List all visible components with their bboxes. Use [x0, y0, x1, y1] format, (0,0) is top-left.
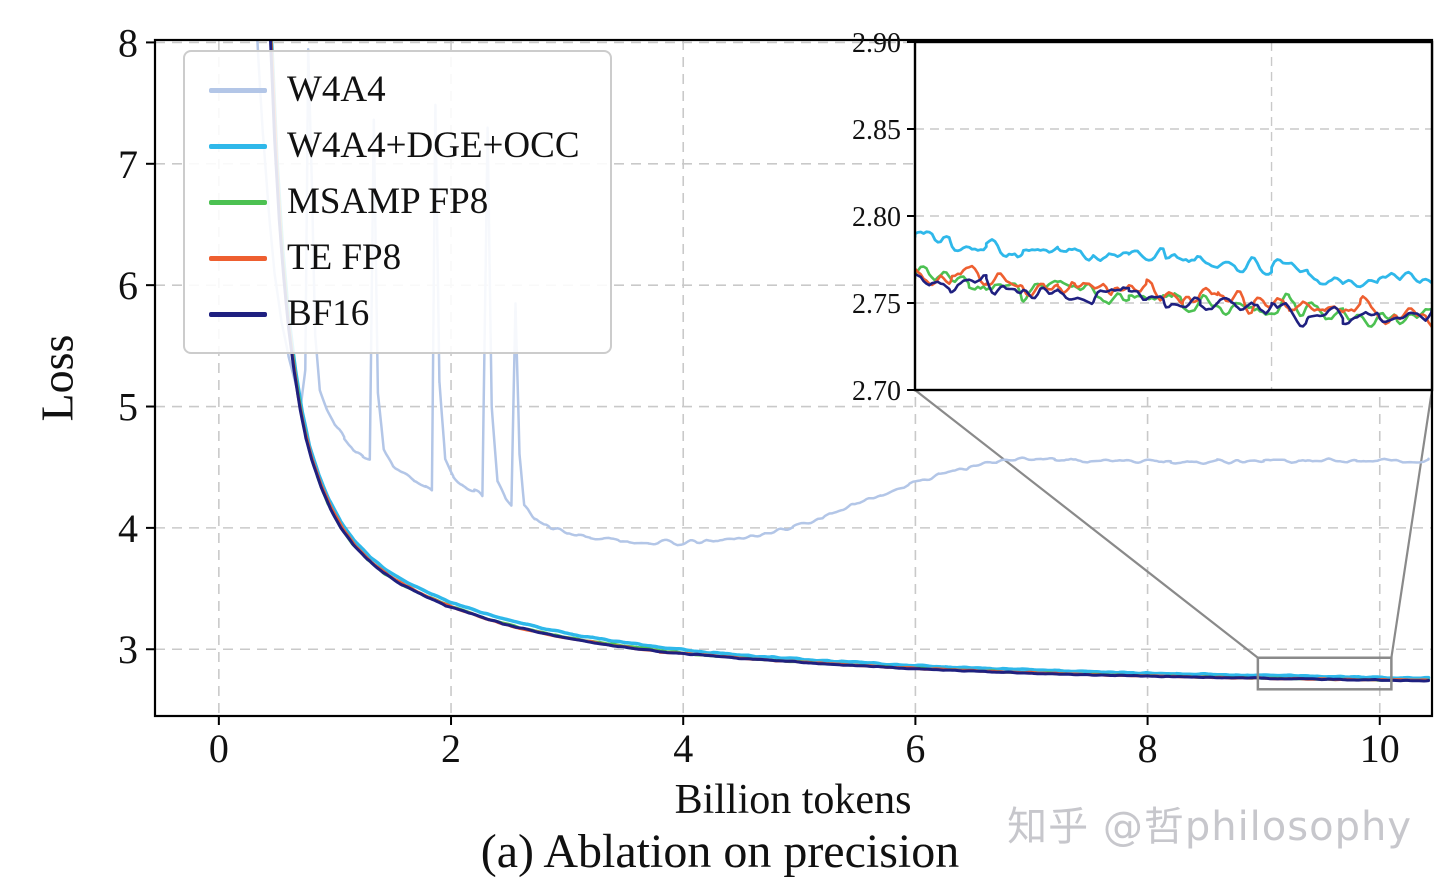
legend-label: W4A4+DGE+OCC [287, 125, 580, 166]
chart-legend: W4A4 W4A4+DGE+OCC MSAMP FP8 TE FP8 BF16 [183, 50, 612, 354]
legend-label: TE FP8 [287, 237, 402, 278]
svg-text:5: 5 [118, 385, 138, 430]
svg-text:0: 0 [209, 726, 229, 771]
svg-text:8: 8 [118, 20, 138, 65]
main-ticks [146, 41, 1381, 725]
main-series [256, 40, 1431, 683]
inset-series [915, 230, 1432, 329]
legend-line-swatch-icon [209, 87, 267, 93]
svg-text:2.70: 2.70 [852, 376, 901, 407]
legend-line-swatch-icon [209, 199, 267, 205]
svg-text:2: 2 [441, 726, 461, 771]
legend-item: BF16 [209, 292, 580, 336]
legend-line-swatch-icon [209, 311, 267, 317]
legend-label: W4A4 [287, 69, 386, 110]
legend-line-swatch-icon [209, 255, 267, 261]
inset-line-bf16 [915, 272, 1432, 328]
legend-line-swatch-icon [209, 143, 267, 149]
inset-line-w4a4-dge-occ [915, 230, 1432, 289]
legend-item: W4A4 [209, 68, 580, 112]
inset-tick-labels: 2.70 2.75 2.80 2.85 2.90 [852, 28, 901, 407]
series-line-w4a4-dge-occ [269, 40, 1431, 681]
svg-text:2.90: 2.90 [852, 28, 901, 59]
y-axis-label: Loss [31, 334, 83, 422]
main-tick-labels: 0 2 4 6 8 10 3 4 5 6 7 8 [118, 20, 1400, 771]
svg-text:6: 6 [118, 263, 138, 308]
legend-item: W4A4+DGE+OCC [209, 124, 580, 168]
series-line-w4a4 [256, 40, 1430, 547]
legend-label: MSAMP FP8 [287, 181, 489, 222]
legend-label: BF16 [287, 293, 370, 334]
svg-text:2.80: 2.80 [852, 202, 901, 233]
svg-text:8: 8 [1138, 726, 1158, 771]
legend-item: TE FP8 [209, 236, 580, 280]
watermark-text: 知乎 @哲philosophy [1007, 804, 1412, 850]
svg-text:3: 3 [118, 627, 138, 672]
svg-text:7: 7 [118, 142, 138, 187]
series-line-bf16 [268, 40, 1430, 683]
svg-text:6: 6 [905, 726, 925, 771]
inset-line-msamp-fp8 [915, 265, 1432, 328]
svg-text:2.75: 2.75 [852, 289, 901, 320]
zoom-connector-lines [914, 389, 1434, 659]
zoom-region-box [1256, 656, 1393, 691]
svg-text:4: 4 [118, 506, 138, 551]
svg-text:10: 10 [1360, 726, 1400, 771]
inset-ticks [907, 41, 915, 391]
svg-text:2.85: 2.85 [852, 115, 901, 146]
inset-line-te-fp8 [915, 264, 1432, 329]
figure-caption: (a) Ablation on precision [480, 825, 960, 878]
svg-text:4: 4 [673, 726, 693, 771]
x-axis-label: Billion tokens [674, 777, 912, 823]
legend-item: MSAMP FP8 [209, 180, 580, 224]
